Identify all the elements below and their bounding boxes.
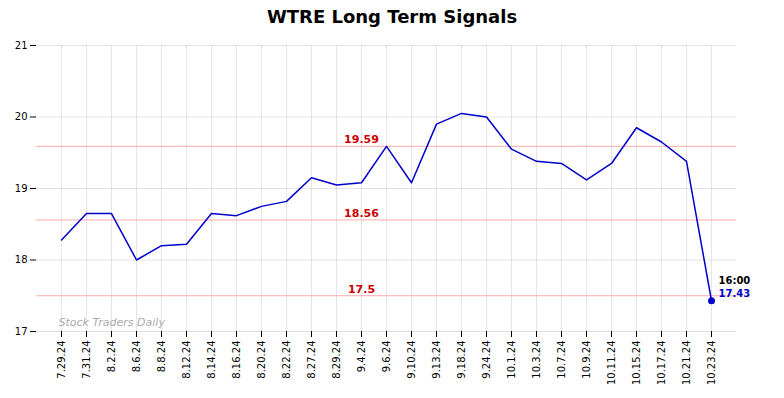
svg-text:19.59: 19.59 [344,133,379,146]
svg-text:10.1.24: 10.1.24 [506,341,517,379]
svg-text:10.15.24: 10.15.24 [631,341,642,386]
svg-text:7.29.24: 7.29.24 [56,341,67,379]
svg-text:9.6.24: 9.6.24 [381,341,392,373]
svg-text:Stock Traders Daily: Stock Traders Daily [59,316,166,329]
svg-text:21: 21 [15,40,28,51]
svg-text:17: 17 [15,326,28,337]
svg-text:8.6.24: 8.6.24 [131,341,142,373]
svg-text:8.14.24: 8.14.24 [206,341,217,379]
svg-text:8.8.24: 8.8.24 [156,341,167,373]
svg-text:8.20.24: 8.20.24 [256,341,267,379]
svg-text:9.4.24: 9.4.24 [356,341,367,373]
svg-text:10.17.24: 10.17.24 [656,341,667,386]
svg-text:8.22.24: 8.22.24 [281,341,292,379]
svg-text:8.12.24: 8.12.24 [181,341,192,379]
svg-text:10.9.24: 10.9.24 [581,341,592,379]
svg-text:8.16.24: 8.16.24 [231,341,242,379]
svg-text:10.3.24: 10.3.24 [531,341,542,379]
svg-text:8.2.24: 8.2.24 [106,341,117,373]
svg-text:16:00: 16:00 [719,275,751,286]
svg-text:17.5: 17.5 [348,283,375,296]
svg-text:10.7.24: 10.7.24 [556,341,567,379]
svg-text:10.11.24: 10.11.24 [606,341,617,386]
svg-text:20: 20 [15,111,28,122]
svg-text:8.27.24: 8.27.24 [306,341,317,379]
svg-text:10.23.24: 10.23.24 [706,341,717,386]
svg-text:8.29.24: 8.29.24 [331,341,342,379]
svg-text:7.31.24: 7.31.24 [81,341,92,379]
svg-text:18.56: 18.56 [344,207,379,220]
svg-text:9.10.24: 9.10.24 [406,341,417,379]
svg-text:9.13.24: 9.13.24 [431,341,442,379]
svg-text:9.18.24: 9.18.24 [456,341,467,379]
svg-text:17.43: 17.43 [719,288,751,299]
svg-text:19: 19 [15,183,28,194]
svg-text:9.24.24: 9.24.24 [481,341,492,379]
svg-text:18: 18 [15,254,28,265]
html-text:WTRE Long Term Signals: WTRE Long Term Signals [266,6,518,27]
svg-text:10.21.24: 10.21.24 [681,341,692,386]
